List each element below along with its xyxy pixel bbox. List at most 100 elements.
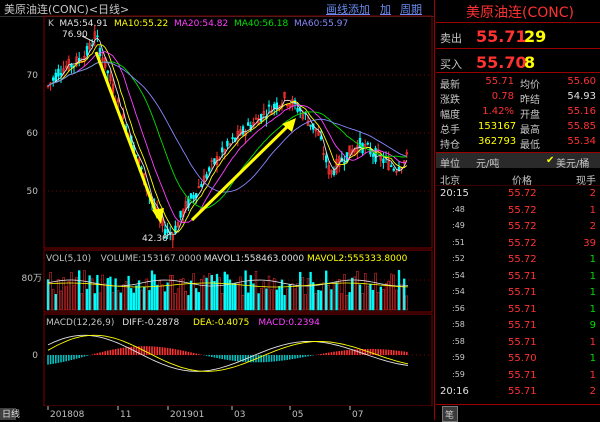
volume-bar: [327, 284, 330, 311]
volume-bar: [345, 295, 349, 311]
tick-qty: 1: [589, 336, 596, 348]
stat-value: 1.42%: [482, 106, 514, 117]
volume-bar: [187, 295, 190, 311]
currency-toggle[interactable]: 美元/桶: [556, 159, 590, 170]
menu-add[interactable]: 加: [380, 3, 391, 16]
candle-body: [192, 195, 195, 199]
candle-body: [353, 148, 356, 153]
candle-body: [93, 31, 97, 39]
legend-item: MAVOL1:558463.0000: [204, 254, 305, 264]
volume-bar: [379, 286, 382, 311]
candle-body: [205, 174, 208, 179]
legend-item: K: [48, 19, 55, 29]
tick-price: 55.71: [508, 287, 537, 298]
sell-qty: 29: [524, 27, 547, 46]
tick-qty: 1: [589, 287, 596, 298]
candle-body: [319, 136, 323, 140]
stat-label: 总手: [440, 125, 460, 136]
candle-body: [262, 111, 265, 115]
volume-bar: [148, 290, 151, 311]
volume-y-tick: 80万: [22, 274, 42, 284]
volume-bar: [150, 270, 154, 311]
volume-bar: [54, 294, 57, 311]
tab-ticks-label: 笔: [445, 411, 455, 421]
volume-bar: [390, 273, 393, 311]
divider: [436, 404, 600, 405]
kline-chart[interactable]: 70 60 50 80万 0 76.90 42.36 K MA5:54.91 MA10:55.22…: [0, 0, 434, 420]
candle-body: [343, 161, 346, 164]
volume-bar: [267, 275, 271, 311]
candle-body: [327, 165, 330, 175]
volume-bar: [387, 280, 390, 311]
ticks-header-price: 价格: [512, 176, 532, 187]
volume-bar: [262, 281, 265, 311]
tab-ticks[interactable]: 笔: [442, 406, 458, 422]
volume-bar: [49, 272, 52, 311]
dea-line: [47, 334, 409, 372]
buy-price[interactable]: 55.70: [476, 53, 527, 72]
volume-bar: [132, 292, 135, 311]
candle-body: [85, 46, 89, 56]
candle-body: [88, 42, 91, 50]
volume-bar: [351, 277, 354, 311]
tick-price: 55.71: [508, 320, 537, 331]
tick-price: 55.72: [508, 254, 537, 265]
instrument-name: 美原油连(CONC): [466, 5, 574, 21]
candle-body: [197, 186, 200, 188]
tick-price: 55.71: [508, 369, 537, 381]
legend-item: MA5:54.91: [59, 19, 107, 29]
volume-bar: [65, 286, 68, 311]
buy-label: 买入: [440, 58, 462, 71]
legend-item: MACD:0.2394: [258, 318, 320, 328]
legend-item: MA10:55.22: [114, 19, 168, 29]
volume-bar: [270, 289, 273, 311]
tick-time: :52: [452, 254, 465, 263]
volume-bar: [291, 283, 294, 311]
panel-divider: [434, 0, 435, 420]
volume-bar: [130, 288, 133, 311]
volume-bar: [249, 275, 252, 311]
stat-value: 55.34: [567, 136, 596, 147]
candle-body: [179, 210, 182, 218]
volume-bar: [343, 274, 346, 311]
candle-body: [285, 104, 289, 107]
candle-body: [272, 103, 276, 109]
x-tick-label: 11: [120, 410, 131, 420]
currency-check-icon[interactable]: ✔: [546, 155, 555, 166]
arrow-head-up: [282, 118, 296, 132]
menu-draw-line[interactable]: 画线添加: [326, 3, 370, 16]
volume-bar: [236, 283, 239, 311]
volume-bar: [218, 277, 221, 311]
tick-qty: 1: [589, 270, 596, 282]
volume-bar: [278, 286, 281, 311]
tick-qty: 1: [589, 353, 596, 364]
x-tick-label: 201901: [170, 410, 204, 420]
x-tick-label: 201808: [50, 410, 85, 420]
low-price-label: 42.36: [142, 234, 168, 244]
sell-price[interactable]: 55.71: [476, 27, 527, 46]
volume-bar: [189, 280, 193, 311]
candle-body: [254, 117, 258, 120]
ma10-line: [47, 44, 408, 233]
tick-qty: 9: [589, 320, 596, 331]
candle-body: [106, 70, 110, 74]
candle-body: [317, 131, 320, 136]
x-axis-label: 日线: [2, 408, 20, 420]
unit-label: 单位: [440, 159, 460, 170]
volume-bar: [67, 280, 70, 311]
candle-body: [109, 74, 112, 82]
high-price-label: 76.90: [62, 30, 88, 40]
candle-body: [332, 170, 336, 175]
tick-time: :56: [452, 303, 465, 313]
volume-bar: [304, 294, 307, 311]
tick-price: 55.71: [508, 386, 537, 397]
x-tick-label: 07: [352, 410, 363, 420]
volume-bar: [52, 289, 55, 311]
candle-body: [51, 77, 55, 81]
menu-period[interactable]: 周期: [400, 3, 422, 16]
volume-bar: [143, 286, 146, 311]
candle-body: [309, 124, 312, 127]
volume-bar: [59, 290, 63, 311]
volume-bar: [96, 274, 99, 311]
candle-body: [392, 168, 395, 171]
